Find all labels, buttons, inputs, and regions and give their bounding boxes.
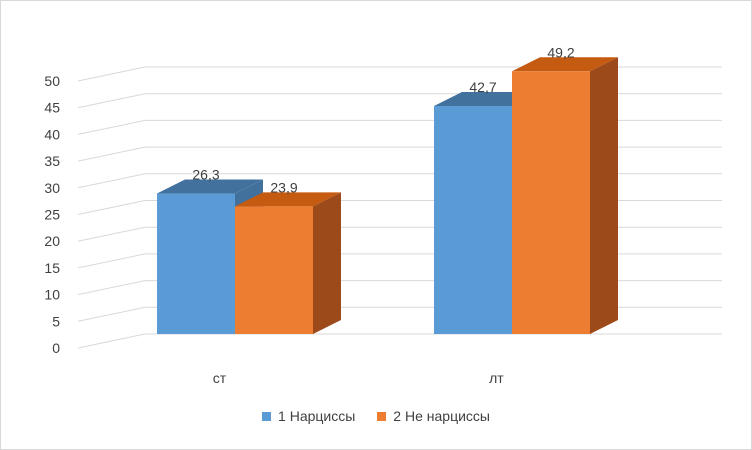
gridline-side — [77, 200, 146, 215]
x-axis: ст лт — [213, 370, 505, 386]
gridline-side — [77, 306, 146, 322]
legend-item-series-2: 2 Не нарциссы — [377, 408, 490, 424]
y-tick-label: 20 — [44, 233, 60, 249]
bar-top — [157, 179, 263, 194]
legend-item-series-1: 1 Нарциссы — [262, 408, 355, 424]
legend-label-series-2: 2 Не нарциссы — [393, 408, 490, 424]
gridline-side — [77, 146, 146, 162]
gridline-side — [77, 333, 146, 349]
y-tick-label: 5 — [52, 313, 60, 329]
y-tick-label: 10 — [44, 287, 60, 303]
bar — [512, 71, 590, 334]
y-tick-label: 15 — [44, 260, 60, 276]
bar-top — [235, 192, 341, 207]
gridline-side — [77, 226, 146, 242]
y-tick-label: 40 — [44, 126, 60, 142]
data-label: 26,3 — [192, 167, 219, 183]
gridline-side — [77, 173, 146, 189]
y-tick-label: 25 — [44, 207, 60, 223]
y-tick-label: 50 — [44, 73, 60, 89]
gridline-side — [77, 93, 146, 109]
x-tick-label: ст — [213, 370, 227, 386]
y-axis: 0 5 10 15 20 25 30 35 40 45 50 — [44, 73, 60, 356]
x-tick-label: лт — [489, 370, 504, 386]
legend-label-series-1: 1 Нарциссы — [278, 408, 356, 424]
y-tick-label: 35 — [44, 153, 60, 169]
legend: 1 Нарциссы 2 Не нарциссы — [0, 408, 752, 424]
data-label: 49,2 — [547, 44, 574, 60]
bar-side — [590, 57, 618, 334]
data-labels: 26,3 23,9 42,7 49,2 — [192, 44, 574, 195]
gridline-side — [77, 66, 146, 82]
bar — [434, 105, 512, 335]
bar — [157, 193, 235, 334]
legend-swatch-series-1 — [262, 411, 272, 421]
bars — [157, 57, 618, 335]
gridline-side — [77, 119, 146, 135]
data-label: 42,7 — [469, 79, 496, 95]
data-label: 23,9 — [270, 179, 297, 195]
y-tick-label: 0 — [52, 340, 60, 356]
bar-top — [512, 57, 618, 72]
bar-side — [313, 192, 341, 334]
bar — [235, 206, 313, 334]
gridline-side — [77, 253, 146, 269]
gridline-side — [77, 280, 146, 296]
legend-swatch-series-2 — [377, 411, 387, 421]
y-tick-label: 30 — [44, 180, 60, 196]
y-tick-label: 45 — [44, 100, 60, 116]
